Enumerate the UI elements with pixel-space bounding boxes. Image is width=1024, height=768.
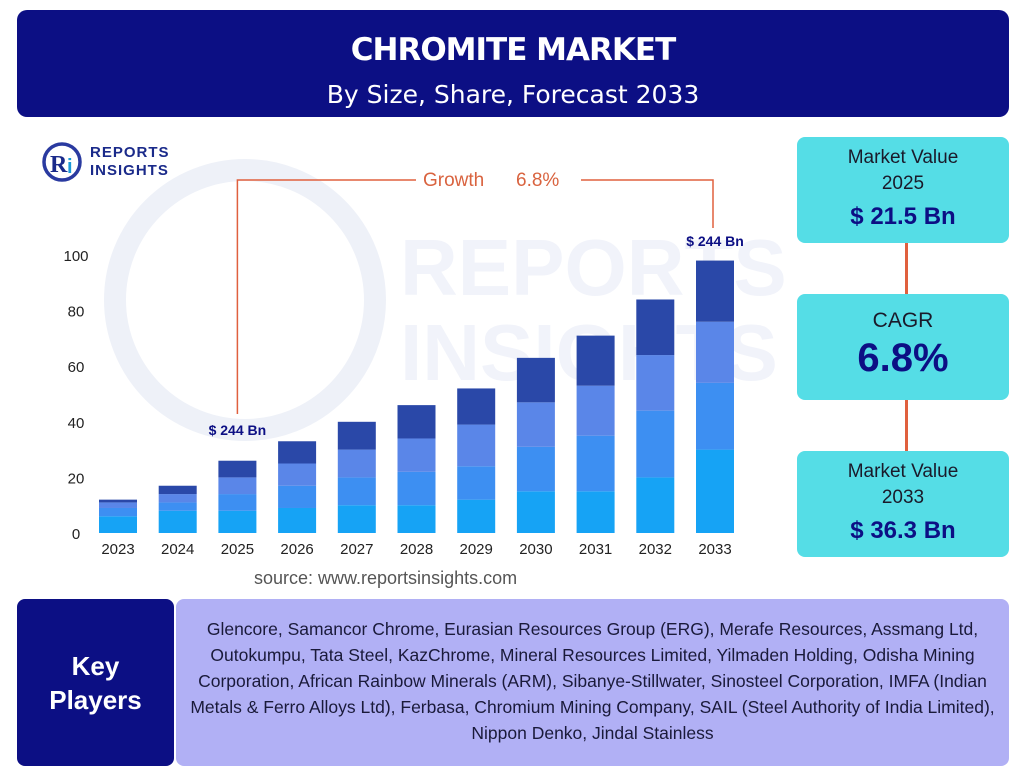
y-tick-label: 20 <box>68 470 85 487</box>
growth-line-right <box>581 179 714 228</box>
bar-segment-2026-s1 <box>278 507 317 533</box>
x-tick-label: 2028 <box>400 541 433 558</box>
header-banner: CHROMITE MARKET By Size, Share, Forecast… <box>17 10 1009 117</box>
svg-text:R: R <box>50 152 68 178</box>
bar-segment-2027-s2 <box>337 477 376 506</box>
key-players-heading-line2: Players <box>49 684 142 715</box>
bar-segment-2029-s4 <box>457 388 496 425</box>
bar-segment-2029-s1 <box>457 499 496 533</box>
bar-segment-2029-s2 <box>457 466 496 500</box>
bar-segment-2033-s1 <box>696 449 734 533</box>
bar-segment-2024-s3 <box>158 494 197 503</box>
bar-segment-2024-s1 <box>158 510 197 533</box>
bar-segment-2028-s4 <box>397 405 436 439</box>
x-axis-ticks: 2023 2024 2025 2026 2027 2028 2029 2030 2031 2032… <box>101 541 731 558</box>
card-label: Market Value 2025 <box>847 147 959 194</box>
bar-segment-2026-s2 <box>278 485 317 508</box>
bar-segment-2032-s4 <box>636 299 675 356</box>
bar-segment-2028-s2 <box>397 471 436 506</box>
x-tick-label: 2031 <box>579 541 612 558</box>
bar-segment-2023-s4 <box>99 499 137 503</box>
card-connector <box>905 243 908 294</box>
bar-segment-2029-s3 <box>457 424 496 467</box>
page-title: CHROMITE MARKET <box>350 32 676 68</box>
market-value-2033-card: Market Value 2033 $ 36.3 Bn <box>797 451 1009 557</box>
cagr-card: CAGR 6.8% <box>797 294 1009 400</box>
x-tick-label: 2032 <box>639 541 672 558</box>
y-tick-label: 80 <box>68 304 85 321</box>
bar-segment-2030-s1 <box>516 491 555 533</box>
x-tick-label: 2029 <box>460 541 493 558</box>
y-tick-label: 60 <box>68 359 85 376</box>
x-tick-label: 2027 <box>340 541 373 558</box>
bar-segment-2026-s4 <box>278 441 317 464</box>
bar-segment-2030-s3 <box>516 402 555 447</box>
bar-segment-2027-s3 <box>337 449 376 478</box>
card-value: $ 36.3 Bn <box>850 517 956 544</box>
logo-line-1: REPORTS <box>90 144 170 161</box>
bars <box>99 260 734 533</box>
bar-segment-2028-s3 <box>397 438 436 472</box>
bar-segment-2025-s3 <box>218 477 257 495</box>
key-players-heading: Key Players <box>17 599 174 766</box>
bar-segment-2030-s4 <box>516 357 555 403</box>
bar-segment-2026-s3 <box>278 463 317 486</box>
key-players-list: Glencore, Samancor Chrome, Eurasian Reso… <box>176 599 1009 766</box>
y-tick-label: 40 <box>68 415 85 432</box>
page-subtitle: By Size, Share, Forecast 2033 <box>326 80 700 109</box>
x-tick-label: 2024 <box>161 541 194 558</box>
bar-segment-2025-s2 <box>218 494 257 511</box>
key-players-heading-line1: Key <box>71 650 120 681</box>
y-tick-label: 0 <box>72 526 80 543</box>
bar-segment-2024-s2 <box>158 502 197 511</box>
card-connector <box>905 400 908 451</box>
growth-value: 6.8% <box>516 170 559 191</box>
card-value: 6.8% <box>857 336 949 380</box>
growth-annotation: Growth 6.8% $ 244 Bn $ 244 Bn <box>209 170 744 438</box>
bar-segment-2024-s4 <box>158 485 197 495</box>
bar-segment-2032-s3 <box>636 355 675 411</box>
bar-segment-2032-s2 <box>636 410 675 478</box>
x-tick-label: 2023 <box>101 541 134 558</box>
card-value: $ 21.5 Bn <box>850 203 956 230</box>
card-label: Market Value 2033 <box>847 461 959 508</box>
bar-segment-2032-s1 <box>636 477 675 533</box>
bar-segment-2031-s3 <box>576 385 615 436</box>
bar-segment-2025-s4 <box>218 460 257 478</box>
bar-segment-2033-s4 <box>696 260 734 322</box>
y-tick-label: 100 <box>63 248 88 265</box>
logo-line-2: INSIGHTS <box>90 162 169 179</box>
bar-segment-2023-s2 <box>99 507 137 517</box>
growth-line-left <box>236 179 416 414</box>
card-label: CAGR <box>872 309 934 332</box>
bar-segment-2027-s4 <box>337 421 376 450</box>
start-value-label: $ 244 Bn <box>209 422 267 438</box>
bar-segment-2031-s1 <box>576 491 615 533</box>
bar-segment-2028-s1 <box>397 505 436 533</box>
source-note: source: www.reportsinsights.com <box>254 568 518 588</box>
svg-text:i: i <box>67 156 73 178</box>
x-tick-label: 2033 <box>698 541 731 558</box>
bar-segment-2025-s1 <box>218 510 257 533</box>
bar-segment-2023-s1 <box>99 516 137 533</box>
x-tick-label: 2026 <box>280 541 313 558</box>
bar-segment-2031-s4 <box>576 335 615 386</box>
bar-segment-2023-s3 <box>99 502 137 508</box>
bar-segment-2030-s2 <box>516 446 555 492</box>
x-tick-label: 2025 <box>221 541 254 558</box>
y-axis-ticks: 0 20 40 60 80 100 <box>63 248 88 543</box>
bar-segment-2033-s2 <box>696 382 734 450</box>
reports-insights-logo: R i <box>42 142 82 182</box>
growth-label: Growth <box>423 170 484 191</box>
logo-text: REPORTS INSIGHTS <box>90 144 170 180</box>
x-tick-label: 2030 <box>519 541 552 558</box>
market-value-2025-card: Market Value 2025 $ 21.5 Bn <box>797 137 1009 243</box>
bar-segment-2027-s1 <box>337 505 376 533</box>
bar-segment-2033-s3 <box>696 321 734 383</box>
bar-segment-2031-s2 <box>576 435 615 492</box>
end-value-label: $ 244 Bn <box>686 233 744 249</box>
